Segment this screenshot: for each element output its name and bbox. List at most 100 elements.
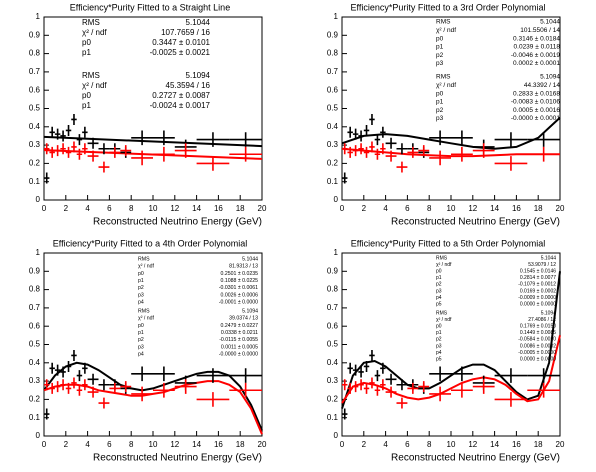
stats-value: 5.1044 [540, 19, 560, 26]
error-bar-point [120, 381, 132, 393]
stats-label: RMS [82, 71, 100, 80]
error-bar-point [109, 382, 121, 394]
stats-value: 0.0239 ± 0.0118 [514, 44, 561, 51]
x-tick-label: 14 [490, 440, 499, 449]
y-tick-label: 0.1 [29, 177, 41, 186]
stats-label: p0 [436, 35, 444, 42]
stats-label: χ² / ndf [138, 316, 155, 322]
fit-curve [43, 361, 263, 431]
error-bar-point [76, 370, 83, 382]
error-bar-point [153, 130, 175, 146]
error-bar-point [342, 379, 348, 391]
stats-label: p0 [436, 269, 442, 275]
error-bar-point [60, 143, 66, 155]
error-bar-point [352, 364, 359, 376]
error-bar-point [174, 143, 197, 158]
error-bar-point [98, 397, 110, 409]
x-tick-label: 2 [64, 204, 69, 213]
x-axis-label: Reconstructed Neutrino Energy (GeV) [93, 217, 262, 228]
error-bar-point [494, 368, 528, 383]
error-bar-point [196, 132, 230, 147]
error-bar-point [71, 349, 77, 361]
stats-value: 0.0000 ± 0.0000 [520, 302, 556, 308]
stats-value: -0.0115 ± 0.0055 [219, 337, 258, 343]
error-bar-point [396, 397, 408, 409]
stats-value: 45.3594 / 16 [166, 81, 211, 90]
stats-label: p2 [436, 337, 442, 343]
error-bar-point [358, 130, 364, 142]
x-tick-label: 20 [258, 440, 267, 449]
error-bar-point [44, 379, 50, 391]
stats-label: p4 [436, 350, 442, 356]
x-tick-label: 6 [405, 440, 410, 449]
error-bar-point [65, 124, 72, 136]
stats-value: -0.1079 ± 0.0012 [518, 282, 556, 288]
y-tick-label: 0.7 [29, 303, 41, 312]
y-tick-label: 0.1 [327, 413, 339, 422]
stats-value: 5.1044 [242, 256, 258, 262]
error-bar-point [527, 382, 560, 398]
error-bar-point [229, 382, 262, 398]
error-bar-point [229, 368, 262, 383]
error-bar-point [494, 392, 528, 407]
error-bar-point [380, 126, 386, 138]
error-bar-point [71, 113, 77, 125]
error-bar-point [76, 134, 83, 146]
error-bar-point [342, 408, 348, 420]
x-tick-label: 0 [42, 440, 47, 449]
stats-value: 53.9079 / 12 [528, 262, 556, 268]
chart-title: Efficiency*Purity Fitted to a 5th Order … [351, 238, 545, 248]
error-bar-point [82, 362, 88, 374]
error-bar-point [120, 145, 132, 157]
stats-value: 0.0002 ± 0.0001 [513, 60, 560, 67]
stats-label: p1 [436, 330, 442, 336]
stats-label: p3 [436, 343, 442, 349]
error-bar-point [374, 134, 381, 146]
y-tick-label: 1 [36, 248, 41, 257]
error-bar-point [342, 172, 348, 184]
chart-title: Efficiency*Purity Fitted to a Straight L… [70, 2, 230, 12]
stats-value: 5.1094 [540, 74, 560, 81]
x-tick-label: 10 [447, 440, 456, 449]
x-tick-label: 10 [149, 440, 158, 449]
y-tick-label: 0.7 [327, 303, 339, 312]
error-bar-point [472, 143, 495, 158]
x-axis-label: Reconstructed Neutrino Energy (GeV) [391, 217, 560, 228]
stats-value: 0.3146 ± 0.0184 [513, 35, 560, 42]
y-tick-label: 0.3 [29, 140, 41, 149]
stats-value: -0.0584 ± 0.0010 [518, 337, 556, 343]
stats-value: 81.9313 / 13 [229, 264, 258, 270]
y-tick-label: 0.7 [327, 67, 339, 76]
error-bar-point [87, 137, 99, 149]
stats-label: χ² / ndf [436, 27, 456, 34]
error-bar-point [82, 126, 88, 138]
error-bar-point [429, 150, 451, 166]
y-tick-label: 0.2 [327, 395, 339, 404]
stats-label: p0 [436, 90, 444, 97]
x-tick-label: 2 [362, 204, 367, 213]
error-bar-point [369, 377, 375, 389]
stats-label: p3 [436, 115, 444, 122]
stats-value: 5.1044 [186, 18, 211, 27]
error-bar-point [451, 366, 473, 382]
stats-value: 0.2833 ± 0.0168 [513, 90, 560, 97]
error-bar-point [153, 146, 175, 162]
x-tick-label: 8 [129, 440, 134, 449]
stats-label: p4 [138, 300, 144, 306]
x-tick-label: 18 [534, 204, 543, 213]
error-bar-point [71, 377, 77, 389]
stats-value: -0.0000 ± 0.0001 [511, 115, 560, 122]
error-bar-point [358, 379, 364, 391]
stats-label: RMS [436, 255, 448, 261]
error-bar-point [98, 161, 110, 173]
stats-value: 44.3392 / 14 [524, 82, 561, 89]
error-bar-point [352, 128, 359, 140]
stats-value: -0.0046 ± 0.0019 [511, 52, 560, 59]
error-bar-point [98, 379, 110, 391]
error-bar-point [44, 408, 50, 420]
error-bar-point [358, 143, 364, 155]
x-tick-label: 14 [192, 440, 201, 449]
error-bar-point [82, 143, 88, 155]
x-tick-label: 8 [427, 440, 432, 449]
error-bar-point [369, 349, 375, 361]
